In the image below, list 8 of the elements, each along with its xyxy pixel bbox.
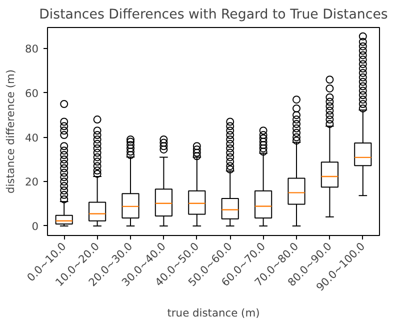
- y-tick-label: 20: [24, 176, 39, 189]
- chart-title: Distances Differences with Regard to True Distances: [39, 8, 388, 22]
- y-axis-title: distance difference (m): [4, 69, 17, 194]
- x-axis-title: true distance (m): [167, 306, 260, 320]
- y-tick-label: 60: [24, 86, 39, 100]
- y-tick-label: 40: [24, 131, 39, 144]
- y-tick-label: 0: [32, 220, 39, 233]
- y-tick-label: 80: [24, 42, 39, 56]
